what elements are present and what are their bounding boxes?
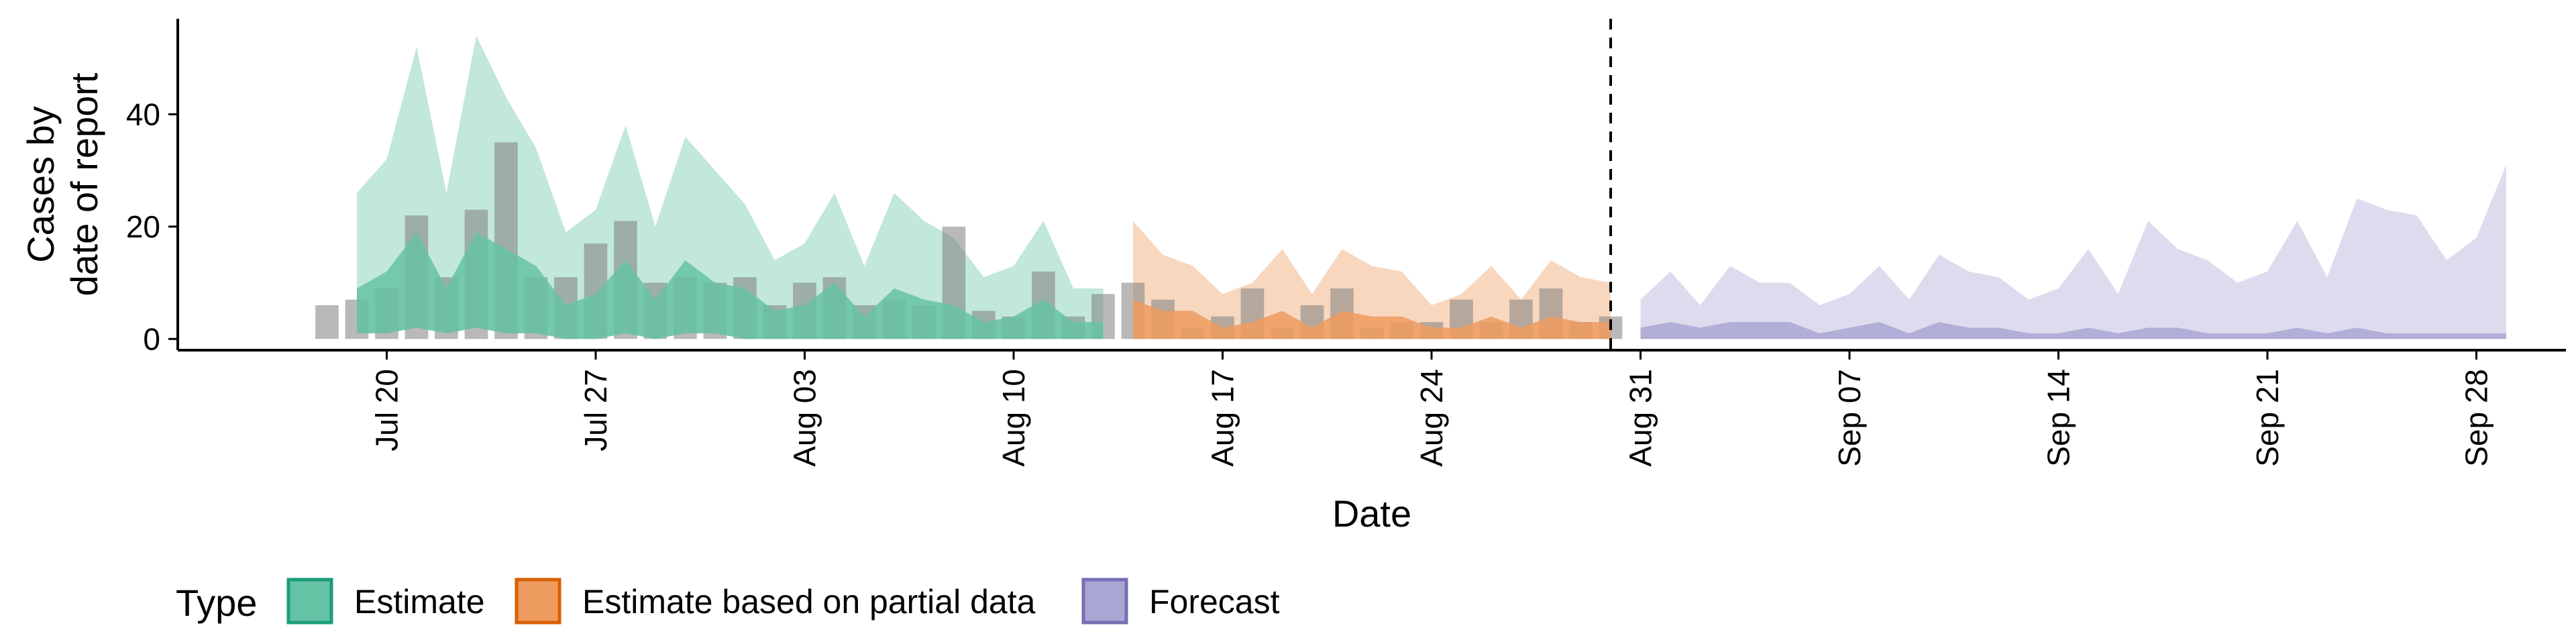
ribbon-outer-forecast <box>1640 164 2506 339</box>
x-axis-ticks: Jul 20 Jul 27 Aug 03 Aug 10 Aug 17 Aug 24 Aug … <box>370 350 2494 467</box>
legend: Type Estimate Estimate based on partial d… <box>176 578 1280 625</box>
y-tick-label: 0 <box>143 321 160 356</box>
x-tick-label: Aug 31 <box>1623 369 1658 467</box>
x-axis-title: Date <box>1332 492 1411 535</box>
y-axis-title-line-2: date of report <box>63 72 105 297</box>
y-axis-ticks: 0 20 40 <box>126 97 178 356</box>
legend-key-partial <box>515 578 561 625</box>
x-tick-label: Aug 17 <box>1205 369 1240 467</box>
legend-key-forecast <box>1081 578 1128 625</box>
legend-title: Type <box>176 582 257 624</box>
ribbon-inner-forecast <box>1640 322 2506 339</box>
y-tick-label: 20 <box>126 209 160 244</box>
legend-label-forecast: Forecast <box>1149 583 1280 621</box>
x-tick-label: Sep 28 <box>2459 369 2494 467</box>
x-tick-label: Sep 14 <box>2041 369 2076 467</box>
x-tick-label: Aug 03 <box>788 369 822 467</box>
x-tick-label: Jul 20 <box>370 369 405 451</box>
ribbon-outer-estimate <box>357 36 1104 339</box>
y-tick-label: 40 <box>126 97 160 131</box>
legend-label-estimate: Estimate <box>354 583 485 621</box>
legend-label-partial: Estimate based on partial data <box>582 583 1036 621</box>
axes <box>176 19 2566 352</box>
legend-key-estimate <box>286 578 333 625</box>
legend-items: Estimate Estimate based on partial data Fo… <box>286 578 1280 625</box>
reported-cases-bar <box>315 305 339 339</box>
ribbon-inner-partial <box>1133 299 1611 339</box>
ribbon-inner-estimate <box>357 232 1104 339</box>
x-tick-label: Aug 24 <box>1414 369 1449 467</box>
x-tick-label: Aug 10 <box>996 369 1031 467</box>
median-layer <box>357 232 2506 339</box>
x-tick-label: Sep 07 <box>1832 369 1867 467</box>
x-tick-label: Jul 27 <box>578 369 613 451</box>
x-tick-label: Sep 21 <box>2250 369 2285 467</box>
y-axis-title-line-1: Cases by <box>19 106 62 262</box>
